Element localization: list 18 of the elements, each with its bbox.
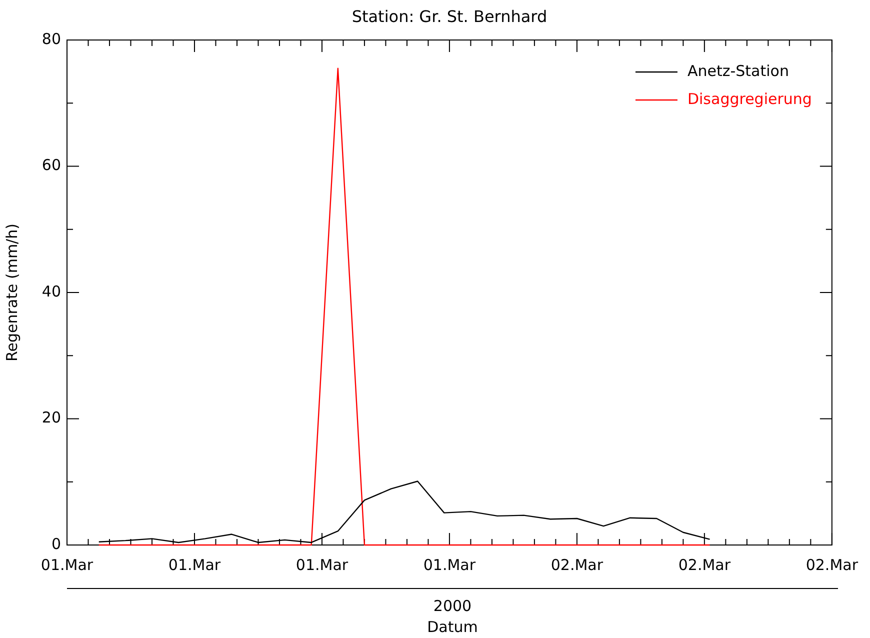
y-tick-label: 20 xyxy=(42,408,61,427)
x-tick-label: 02.Mar xyxy=(678,556,732,574)
text: 2000 xyxy=(433,597,472,615)
x-axis-title: Datum xyxy=(426,618,479,636)
x-tick-label: 01.Mar xyxy=(168,556,222,574)
y-tick-label: 80 xyxy=(42,30,61,48)
x-tick-label: 01.Mar xyxy=(423,556,476,574)
y-axis-title: Regenrate (mm/h) xyxy=(2,224,21,362)
x-tick-label: 01.Mar xyxy=(296,556,349,574)
legend-label: Disaggregierung xyxy=(687,90,812,108)
x-tick-label: 02.Mar xyxy=(550,556,604,574)
chart-title: Station: Gr. St. Bernhard xyxy=(352,7,548,26)
x-tick-label: 02.Mar xyxy=(806,556,859,574)
y-tick-label: 60 xyxy=(42,156,61,174)
x-tick-label: 01.Mar xyxy=(40,556,94,574)
y-tick-label: 40 xyxy=(42,282,61,300)
legend-label: Anetz-Station xyxy=(687,62,789,80)
y-tick-label: 0 xyxy=(51,534,61,553)
